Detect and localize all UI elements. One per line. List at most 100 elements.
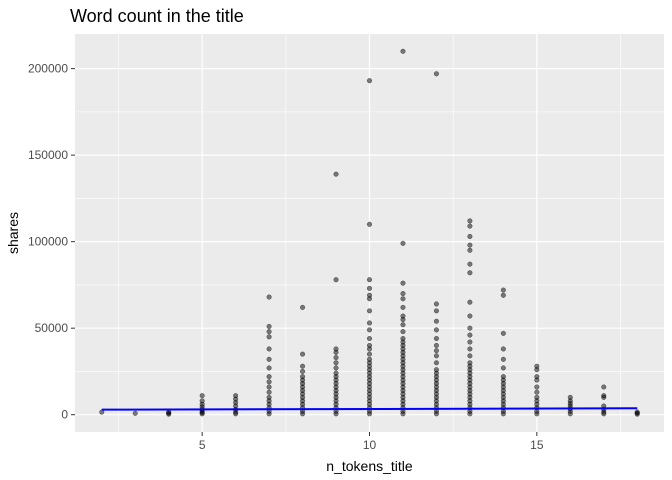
data-point — [333, 171, 339, 177]
data-point — [266, 365, 272, 371]
data-point — [467, 299, 473, 305]
data-point — [199, 393, 205, 399]
data-point — [266, 394, 272, 400]
data-point — [433, 367, 439, 373]
data-point — [266, 346, 272, 352]
trend-line-layer — [101, 407, 638, 411]
data-point — [367, 285, 373, 291]
data-point — [467, 346, 473, 352]
data-point — [300, 363, 306, 369]
data-point — [400, 329, 406, 335]
data-point — [400, 322, 406, 328]
data-point — [500, 292, 506, 298]
data-point — [467, 247, 473, 253]
data-point — [500, 287, 506, 293]
data-point — [500, 346, 506, 352]
x-tick-label: 15 — [530, 438, 544, 452]
data-point — [467, 353, 473, 359]
data-point — [467, 270, 473, 276]
data-point — [367, 351, 373, 357]
grid-lines — [75, 34, 664, 432]
data-point — [433, 301, 439, 307]
data-point — [400, 336, 406, 342]
y-tick-label: 100000 — [28, 235, 68, 249]
data-point — [266, 389, 272, 395]
data-point — [601, 393, 607, 399]
data-point — [534, 384, 540, 390]
data-point — [400, 48, 406, 54]
data-points — [99, 48, 640, 417]
axes: 5 10 15 0 50000 100000 150000 200000 — [28, 62, 544, 452]
data-point — [367, 78, 373, 84]
data-point — [467, 223, 473, 229]
data-point — [367, 342, 373, 348]
data-point — [534, 389, 540, 395]
data-point — [467, 339, 473, 345]
data-point — [266, 356, 272, 362]
data-point — [367, 277, 373, 283]
data-point — [400, 304, 406, 310]
data-point — [500, 365, 506, 371]
data-point — [367, 336, 373, 342]
data-point — [433, 71, 439, 77]
data-point — [400, 291, 406, 297]
data-point — [333, 365, 339, 371]
data-point — [300, 351, 306, 357]
data-point — [300, 374, 306, 380]
data-point — [467, 218, 473, 224]
data-point — [266, 334, 272, 340]
data-point — [433, 342, 439, 348]
data-point — [433, 308, 439, 314]
trend-line — [101, 407, 638, 411]
data-point — [567, 394, 573, 400]
data-point — [400, 313, 406, 319]
data-point — [534, 374, 540, 380]
data-point — [333, 370, 339, 376]
data-point — [433, 318, 439, 324]
x-tick-label: 5 — [199, 438, 206, 452]
y-tick-label: 150000 — [28, 148, 68, 162]
y-tick-label: 200000 — [28, 62, 68, 76]
data-point — [367, 356, 373, 362]
data-point — [433, 327, 439, 333]
data-point — [300, 368, 306, 374]
data-point — [333, 277, 339, 283]
y-axis-title: shares — [5, 212, 21, 254]
data-point — [433, 348, 439, 354]
x-tick-label: 10 — [363, 438, 377, 452]
data-point — [467, 242, 473, 248]
data-point — [500, 330, 506, 336]
data-point — [233, 393, 239, 399]
data-point — [500, 374, 506, 380]
data-point — [333, 360, 339, 366]
data-point — [266, 379, 272, 385]
data-point — [534, 363, 540, 369]
data-point — [266, 384, 272, 390]
data-point — [367, 308, 373, 314]
data-point — [433, 360, 439, 366]
data-point — [266, 374, 272, 380]
data-point — [433, 336, 439, 342]
data-point — [400, 240, 406, 246]
data-point — [367, 292, 373, 298]
data-point — [333, 346, 339, 352]
data-point — [333, 355, 339, 361]
chart-title: Word count in the title — [70, 6, 244, 26]
data-point — [467, 261, 473, 267]
data-point — [400, 296, 406, 302]
data-point — [500, 356, 506, 362]
x-axis-title: n_tokens_title — [326, 458, 413, 474]
data-point — [400, 280, 406, 286]
data-point — [199, 398, 205, 404]
data-point — [467, 313, 473, 319]
data-point — [367, 327, 373, 333]
data-point — [300, 304, 306, 310]
data-point — [266, 294, 272, 300]
data-point — [266, 329, 272, 335]
data-point — [634, 409, 640, 415]
data-point — [534, 394, 540, 400]
data-point — [601, 384, 607, 390]
data-point — [132, 410, 138, 416]
data-point — [467, 360, 473, 366]
